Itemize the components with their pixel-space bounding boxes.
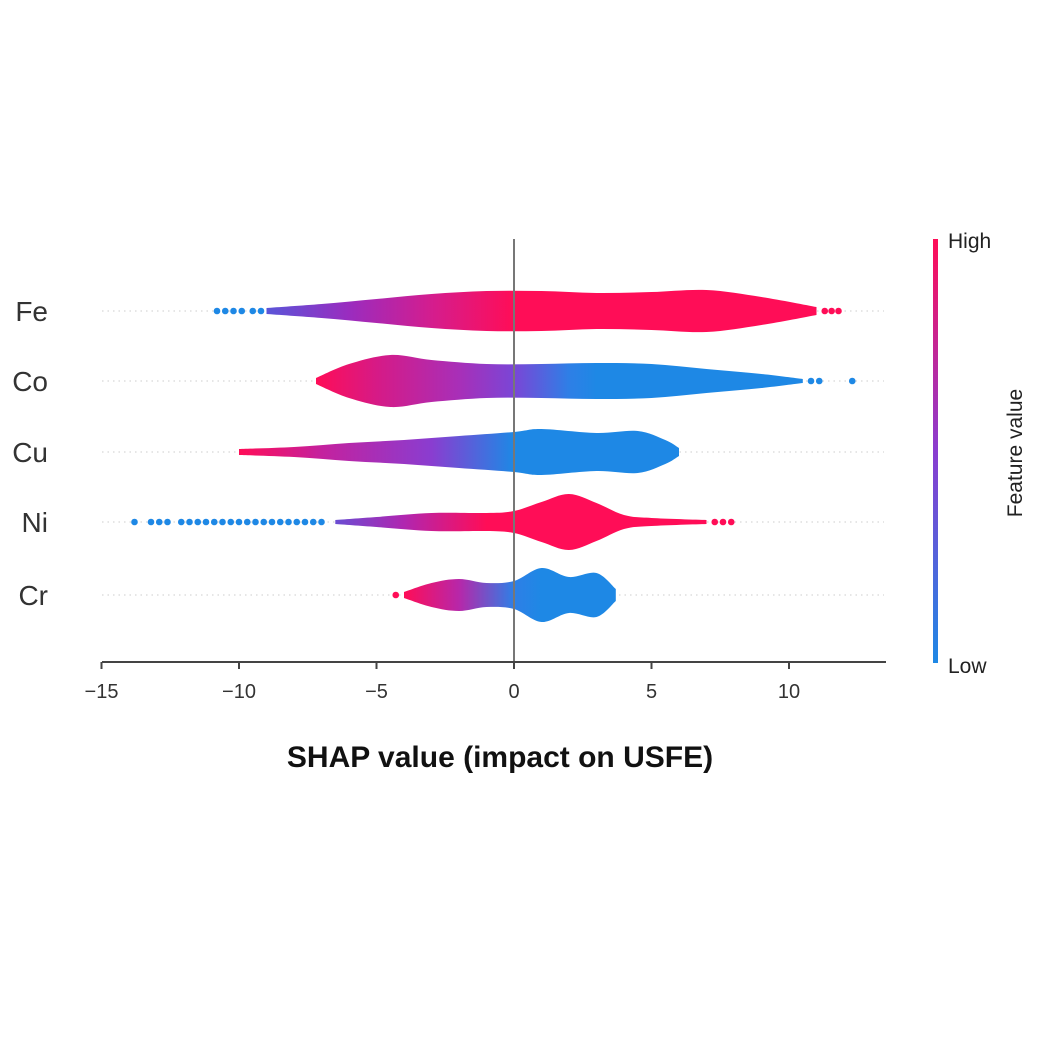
x-tick-label: −15: [85, 681, 119, 703]
outlier-point: [249, 307, 257, 315]
outlier-point: [719, 518, 727, 526]
colorbar-gradient: [933, 239, 938, 663]
outlier-point: [235, 518, 243, 526]
outlier-point: [828, 307, 835, 315]
colorbar-low-label: Low: [948, 655, 987, 678]
outlier-point: [155, 518, 163, 526]
violin-ni: [335, 493, 707, 551]
outlier-point: [252, 518, 259, 526]
outlier-point: [848, 377, 856, 385]
feature-row-co: Co: [12, 354, 884, 408]
outlier-point: [221, 307, 229, 315]
feature-row-cu: Cu: [12, 428, 884, 476]
outlier-point: [285, 518, 292, 526]
outlier-point: [131, 518, 138, 526]
feature-label-fe: Fe: [15, 296, 48, 327]
x-tick-label: 0: [508, 681, 519, 703]
x-tick-label: −5: [365, 681, 388, 703]
colorbar-high-label: High: [948, 230, 991, 253]
x-axis-label: SHAP value (impact on USFE): [287, 741, 713, 774]
outlier-point: [711, 518, 719, 526]
outlier-point: [807, 377, 815, 385]
feature-label-co: Co: [12, 366, 48, 397]
outlier-point: [318, 518, 325, 526]
outlier-point: [243, 518, 251, 526]
outlier-point: [230, 307, 237, 315]
outlier-point: [727, 518, 735, 526]
outlier-point: [164, 518, 171, 526]
violin-cu: [239, 428, 679, 476]
outlier-point: [227, 518, 235, 526]
outlier-point: [293, 518, 301, 526]
violin-co: [316, 354, 803, 408]
outlier-point: [238, 307, 246, 315]
outlier-point: [392, 591, 400, 599]
colorbar: High Low Feature value: [933, 230, 1027, 678]
outlier-point: [177, 518, 185, 526]
outlier-point: [202, 518, 210, 526]
outlier-point: [194, 518, 202, 526]
feature-label-cu: Cu: [12, 437, 48, 468]
feature-row-ni: Ni: [22, 493, 884, 551]
outlier-point: [147, 518, 155, 526]
x-axis-ticks: −15 −10 −5 0 5 10: [85, 662, 800, 703]
outlier-point: [186, 518, 193, 526]
outlier-point: [821, 307, 829, 315]
outlier-point: [210, 518, 218, 526]
outlier-point: [213, 307, 221, 315]
violin-fe: [266, 289, 817, 333]
colorbar-title: Feature value: [1004, 389, 1027, 517]
outlier-point: [301, 518, 309, 526]
outlier-point: [268, 518, 276, 526]
outlier-point: [257, 307, 265, 315]
outlier-point: [260, 518, 268, 526]
outlier-point: [276, 518, 284, 526]
x-tick-label: 10: [778, 681, 800, 703]
outlier-point: [815, 377, 823, 385]
feature-row-fe: Fe: [15, 289, 884, 333]
violin-cr: [404, 567, 616, 623]
feature-row-cr: Cr: [18, 567, 884, 623]
outlier-point: [835, 307, 842, 315]
outlier-point: [309, 518, 317, 526]
outlier-point: [219, 518, 226, 526]
violin-rows: Fe Co Cu Ni Cr: [12, 289, 884, 623]
x-tick-label: −10: [222, 681, 256, 703]
feature-label-cr: Cr: [18, 580, 48, 611]
x-tick-label: 5: [646, 681, 657, 703]
feature-label-ni: Ni: [22, 507, 48, 538]
